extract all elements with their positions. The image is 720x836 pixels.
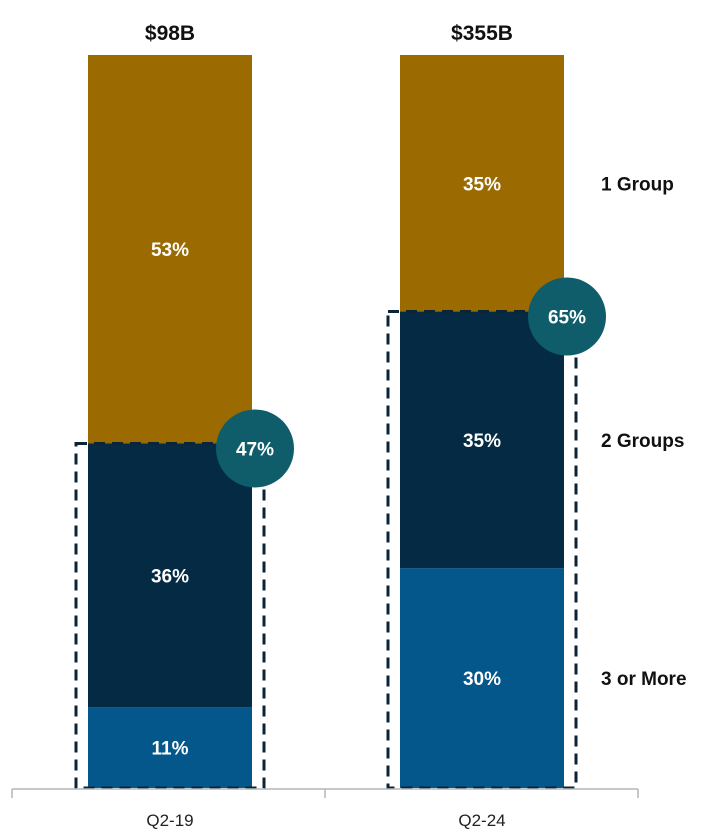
segment-label: 11%: [152, 739, 189, 760]
segment-label: 36%: [151, 566, 189, 587]
bar-segment-2-groups-q2-24: [400, 311, 564, 569]
bar-total-label: $355B: [451, 22, 513, 45]
multi-group-share-badge: [528, 277, 606, 356]
x-tick-label: Q2-24: [458, 811, 505, 830]
bars-layer: [88, 55, 564, 788]
bar-segment-3-or-more-q2-19: [88, 707, 252, 788]
multi-group-share-label: 65%: [548, 308, 586, 329]
legend-layer: 3 or More 2 Groups 1 Group: [601, 174, 687, 690]
multi-group-dashed-frame: [386, 310, 578, 790]
labels-layer: 11% 36% 53% $98B 47% 30% 35% 35% $355B 65%: [145, 22, 606, 760]
multi-group-dashed-frame: [74, 441, 266, 790]
segment-label: 30%: [463, 669, 501, 690]
multi-group-share-badge: [216, 409, 294, 488]
bar-segment-2-groups-q2-19: [88, 443, 252, 708]
legend-label: 2 Groups: [601, 431, 684, 452]
segment-label: 53%: [151, 240, 189, 261]
segment-label: 35%: [463, 431, 501, 452]
bar-segment-1-group-q2-24: [400, 55, 564, 312]
segment-label: 35%: [463, 174, 501, 195]
bar-segment-3-or-more-q2-24: [400, 568, 564, 788]
x-axis: Q2-19 Q2-24: [11, 788, 639, 830]
legend-label: 3 or More: [601, 669, 687, 690]
legend-label: 1 Group: [601, 174, 674, 195]
bar-segment-1-group-q2-19: [88, 55, 252, 444]
dashed-frames-layer: [74, 310, 578, 790]
bar-total-label: $98B: [145, 22, 195, 45]
multi-group-share-label: 47%: [236, 439, 274, 460]
x-tick-label: Q2-19: [146, 811, 193, 830]
